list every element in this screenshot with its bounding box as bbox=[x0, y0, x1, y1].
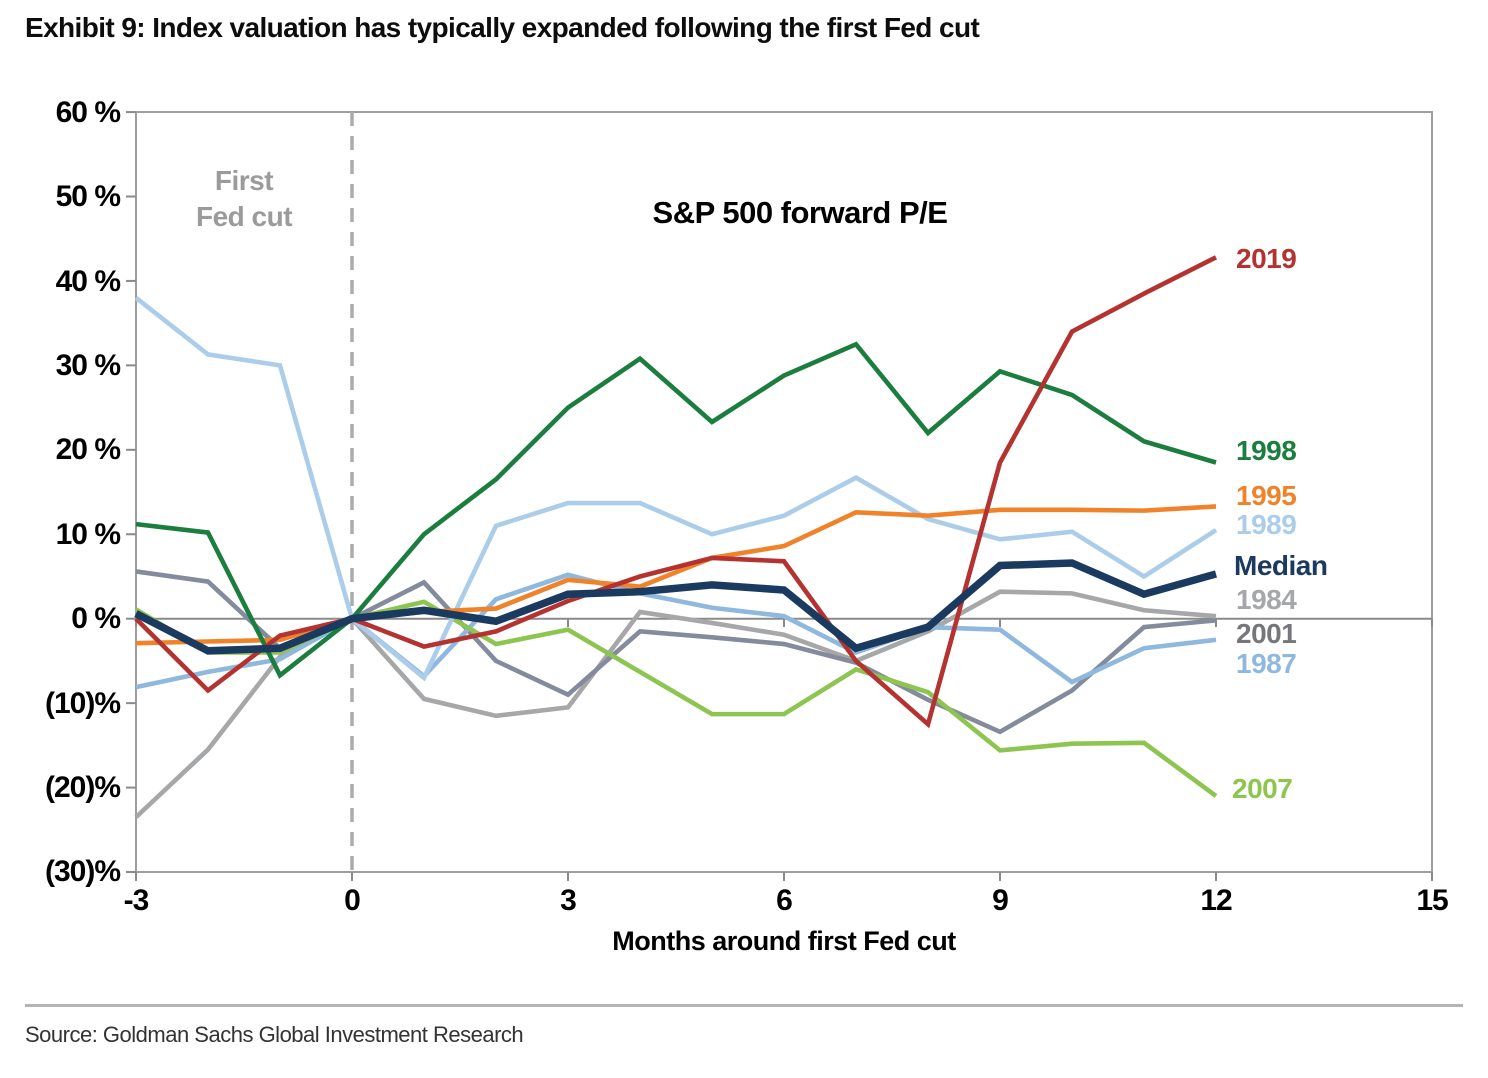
y-tick-label-20: 20 % bbox=[56, 433, 121, 466]
series-line-1998 bbox=[135, 341, 1217, 679]
series-lines bbox=[134, 255, 1218, 819]
y-tick-label-0: 0 % bbox=[71, 602, 120, 635]
x-tick-label-neg3: -3 bbox=[124, 884, 149, 917]
y-tick-label-60: 60 % bbox=[56, 96, 121, 129]
x-axis-title: Months around first Fed cut bbox=[612, 926, 956, 956]
series-label-2001: 2001 bbox=[1236, 618, 1296, 649]
series-label-2019: 2019 bbox=[1236, 243, 1296, 274]
x-tick-label-6: 6 bbox=[776, 884, 792, 917]
x-tick-label-3: 3 bbox=[560, 884, 576, 917]
series-label-2007: 2007 bbox=[1232, 773, 1292, 804]
series-line-1989 bbox=[134, 296, 1218, 682]
annotation-fed-cut: Fed cut bbox=[196, 201, 292, 232]
series-line-1987 bbox=[135, 572, 1217, 690]
y-tick-label-neg10: (10)% bbox=[45, 687, 120, 720]
x-tick-label-9: 9 bbox=[992, 884, 1008, 917]
series-label-1987: 1987 bbox=[1236, 648, 1296, 679]
x-tick-label-15: 15 bbox=[1416, 884, 1448, 917]
series-label-1998: 1998 bbox=[1236, 435, 1296, 466]
series-line-median bbox=[134, 559, 1218, 655]
y-tick-label-40: 40 % bbox=[56, 265, 121, 298]
x-tick-label-12: 12 bbox=[1200, 884, 1232, 917]
y-tick-label-neg20: (20)% bbox=[45, 771, 120, 804]
y-tick-label-30: 30 % bbox=[56, 349, 121, 382]
y-tick-label-50: 50 % bbox=[56, 180, 121, 213]
series-line-1995 bbox=[135, 504, 1217, 646]
series-line-1984 bbox=[134, 589, 1217, 819]
exhibit-title: Exhibit 9: Index valuation has typically… bbox=[25, 12, 980, 43]
source-separator bbox=[25, 1004, 1463, 1007]
series-label-1989: 1989 bbox=[1236, 509, 1296, 540]
series-label-1984: 1984 bbox=[1236, 584, 1297, 615]
y-tick-label-10: 10 % bbox=[56, 518, 121, 551]
series-label-median: Median bbox=[1234, 550, 1327, 581]
source-text: Source: Goldman Sachs Global Investment … bbox=[25, 1022, 524, 1047]
x-tick-label-0: 0 bbox=[344, 884, 360, 917]
y-tick-label-neg30: (30)% bbox=[45, 855, 120, 888]
series-label-1995: 1995 bbox=[1236, 480, 1296, 511]
series-line-2019 bbox=[134, 255, 1218, 729]
annotation-first: First bbox=[215, 165, 273, 196]
inner-chart-title: S&P 500 forward P/E bbox=[653, 195, 948, 230]
